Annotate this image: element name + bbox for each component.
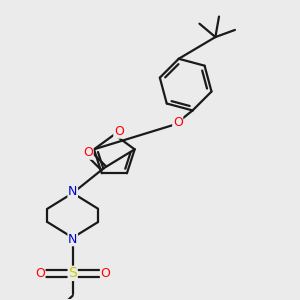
Text: O: O [114,125,124,138]
Text: N: N [68,233,77,246]
Text: O: O [35,267,45,280]
Text: N: N [68,185,77,198]
Text: O: O [173,116,183,129]
Text: O: O [100,267,110,280]
Text: S: S [68,266,77,280]
Text: O: O [83,146,93,159]
